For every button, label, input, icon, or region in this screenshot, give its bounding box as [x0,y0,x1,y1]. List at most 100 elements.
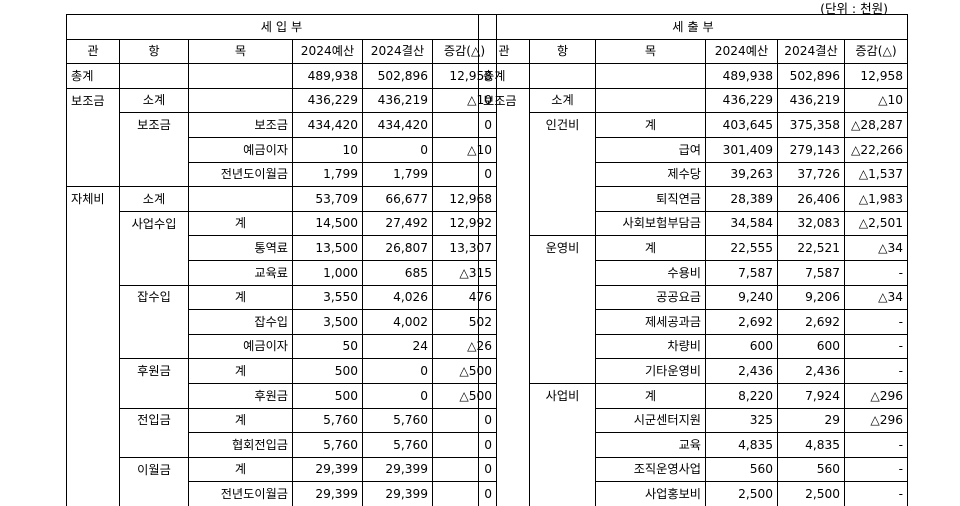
budget-cell: 7,587 [705,259,778,286]
mok-cell: 교육 [595,432,706,458]
budget-cell: 39,263 [705,161,778,187]
change-cell: - [844,333,908,359]
change-cell: 12,968 [432,186,497,212]
settlement-cell: 5,760 [362,407,433,433]
gwan-cell [67,334,120,359]
table-row: 후원금 500 0 △500 [67,382,497,408]
budget-cell: 3,550 [292,284,363,310]
gwan-cell: 보조금 [66,87,120,113]
table-row: 운영비 계 22,555 22,521 △34 [479,235,908,261]
hang-cell [529,358,596,384]
mok-cell: 퇴직연금 [595,186,706,212]
gwan-cell [479,285,530,310]
settlement-cell: 600 [777,333,845,359]
hang-cell: 소계 [119,87,189,113]
settlement-cell: 37,726 [777,161,845,187]
expenditure-title: 세 출 부 [478,14,908,40]
settlement-cell: 32,083 [777,210,845,236]
gwan-cell [479,310,530,335]
gwan-cell [67,162,120,187]
mok-cell [188,186,293,212]
hang-cell [529,432,596,458]
table-row: 차량비 600 600- [479,333,908,359]
budget-cell: 301,409 [705,136,778,163]
gwan-cell [479,260,530,285]
revenue-table: 세 입 부 관 항 목 2024예산 2024결산 증감(△) 총계 489,93… [66,14,497,506]
settlement-cell: 502,896 [777,63,845,89]
settlement-cell: 29,399 [362,481,433,506]
mok-cell: 급여 [595,136,706,163]
budget-cell: 29,399 [292,456,363,482]
hang-cell: 이월금 [119,456,189,482]
gwan-cell: 총계 [71,68,94,83]
table-row: 전입금 계 5,760 5,760 0 [67,407,497,433]
table-row: 보조금 소계 436,229 436,219 △10 [478,87,908,113]
budget-cell: 3,500 [292,309,363,335]
hang-cell [119,383,189,408]
settlement-cell: 26,807 [362,235,433,261]
change-cell: 0 [432,456,497,482]
mok-cell: 후원금 [188,382,293,408]
table-row: 제세공과금 2,692 2,692- [479,309,908,335]
expenditure-table: 세 출 부 관 항 목 2024예산 2024결산 증감(△) 총계 489,93… [478,14,908,506]
table-row: 수용비 7,587 7,587- [479,259,908,286]
hang-cell: 잡수입 [119,284,189,310]
budget-cell: 5,760 [292,432,363,458]
change-cell: - [844,259,908,286]
hang-cell: 운영비 [529,235,596,261]
table-row: 예금이자 50 24 △26 [67,333,497,359]
mok-cell: 계 [188,358,293,384]
table-row: 보조금 소계 436,229 436,219 △10 [66,87,497,113]
table-row: 예금이자 10 0 △10 [67,136,497,163]
budget-cell: 436,229 [292,87,363,113]
gwan-cell [67,285,120,310]
gwan-cell [479,137,530,162]
mok-cell: 사회보험부담금 [595,210,706,236]
hang-cell [529,137,596,163]
mok-cell [595,87,706,113]
budget-cell: 2,500 [705,481,778,506]
budget-cell: 489,938 [705,63,778,89]
gwan-cell: 자체비 [66,186,120,212]
col-change: 증감(△) [844,39,908,65]
budget-cell: 22,555 [705,235,778,261]
table-row: 총계 489,938 502,896 12,958 [67,63,497,89]
table-row: 사업수입 계 14,500 27,492 12,992 [67,210,497,236]
gwan-cell [479,334,530,359]
hang-cell [529,457,596,482]
change-cell: 0 [432,161,497,187]
budget-cell: 28,389 [705,186,778,212]
mok-cell: 전년도이월금 [188,161,293,187]
budget-cell: 1,000 [292,259,363,286]
hang-cell: 전입금 [119,407,189,433]
table-row: 시군센터지원 325 29 △296 [479,407,908,433]
budget-cell: 4,835 [705,432,778,458]
hang-cell [529,408,596,433]
budget-cell: 436,229 [705,87,778,113]
settlement-cell: 4,835 [777,432,845,458]
table-row: 급여 301,409 279,143 △22,266 [479,136,908,163]
mok-cell: 공공요금 [595,284,706,310]
budget-cell: 10 [292,136,363,163]
gwan-cell [479,482,530,506]
table-row: 사업비 계 8,220 7,924 △296 [479,382,908,408]
gwan-cell [67,359,120,384]
mok-cell: 통역료 [188,235,293,261]
table-row: 교육료 1,000 685 △315 [67,259,497,286]
gwan-cell [479,408,530,433]
hang-cell [529,211,596,236]
settlement-cell: 26,406 [777,186,845,212]
settlement-cell: 4,026 [362,284,433,310]
mok-cell: 교육료 [188,259,293,286]
col-settlement: 2024결산 [777,39,845,65]
budget-cell: 53,709 [292,186,363,212]
settlement-cell: 29,399 [362,456,433,482]
hang-cell [119,481,189,506]
revenue-header-row: 관 항 목 2024예산 2024결산 증감(△) [66,39,497,65]
gwan-cell [479,236,530,261]
hang-cell [119,334,189,359]
budget-cell: 2,436 [705,358,778,384]
change-cell: △1,537 [844,161,908,187]
hang-cell [529,186,596,212]
change-cell: - [844,358,908,384]
